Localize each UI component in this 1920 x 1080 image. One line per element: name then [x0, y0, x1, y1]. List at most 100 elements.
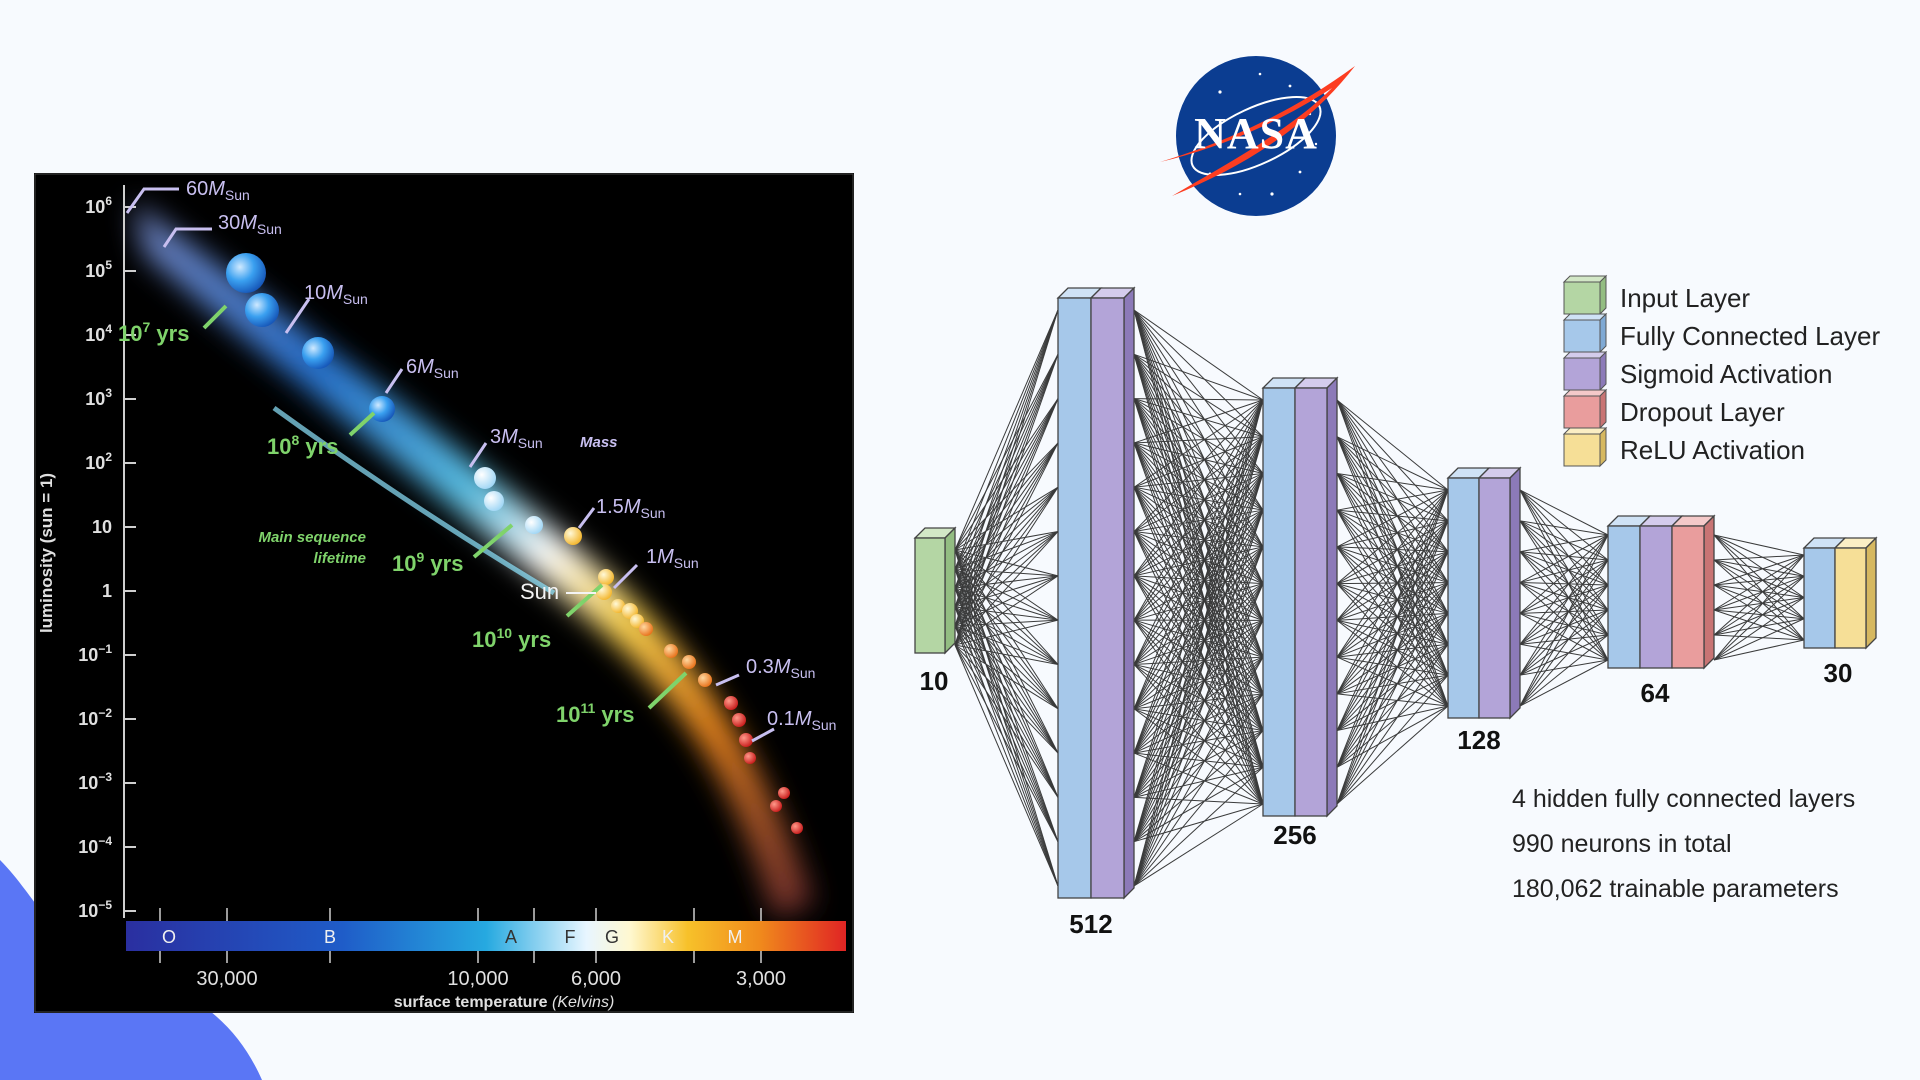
connection-line	[954, 531, 1059, 608]
connection-line	[1336, 613, 1449, 731]
connection-line	[1336, 489, 1449, 768]
connection-line	[1336, 509, 1449, 645]
neural-network-diagram: 10 512 256 128 64	[913, 274, 1880, 939]
layer-64	[1606, 514, 1716, 670]
layer-size-label: 128	[1457, 725, 1500, 755]
connection-line	[1519, 489, 1609, 536]
connection-line	[1336, 489, 1449, 658]
legend-item-fc: Fully Connected Layer	[1562, 312, 1880, 354]
connection-line	[1336, 489, 1449, 805]
y-tick-label: 1	[102, 581, 112, 601]
connection-line	[1133, 436, 1264, 754]
connection-line	[1336, 489, 1449, 548]
connection-line	[954, 309, 1059, 646]
y-tick-label: 10−2	[78, 706, 112, 729]
svg-text:Fully Connected Layer: Fully Connected Layer	[1620, 321, 1880, 351]
star	[664, 644, 678, 658]
connection-line	[1519, 634, 1609, 645]
connection-line	[1519, 559, 1609, 707]
connection-line	[1519, 659, 1609, 676]
connection-line	[1133, 509, 1264, 798]
y-axis-label: luminosity (sun = 1)	[37, 473, 56, 633]
connection-line	[1133, 473, 1264, 887]
connection-line	[1336, 509, 1449, 522]
connection-line	[954, 619, 1059, 627]
spectral-class-A: A	[505, 927, 517, 947]
connection-line	[1713, 559, 1805, 598]
connection-line	[1519, 559, 1609, 645]
star-30msun	[245, 293, 279, 327]
connection-line	[1133, 398, 1264, 401]
connection-line	[1336, 489, 1449, 731]
y-tick-label: 10−4	[78, 834, 112, 857]
connection-line	[1336, 436, 1449, 614]
connection-line	[954, 531, 1059, 551]
connection-line	[1133, 399, 1264, 842]
connection-line	[1336, 582, 1449, 585]
connection-line	[954, 587, 1059, 665]
connection-line	[1133, 656, 1264, 887]
connection-line	[1519, 520, 1609, 561]
connection-line	[1519, 634, 1609, 676]
connection-line	[1133, 510, 1264, 887]
connection-line	[954, 587, 1059, 754]
connection-line	[954, 644, 1059, 798]
connection-line	[1713, 534, 1805, 577]
connection-line	[1133, 575, 1264, 585]
y-tick-label: 102	[85, 450, 112, 473]
star	[724, 696, 738, 710]
connection-line	[1336, 509, 1449, 614]
connection-line	[954, 606, 1059, 842]
y-tick-label: 10	[92, 517, 112, 537]
connection-line	[1336, 509, 1449, 583]
star	[744, 752, 756, 764]
spectral-class-F: F	[565, 927, 576, 947]
connection-line	[954, 549, 1059, 621]
connection-line	[954, 606, 1059, 754]
connection-line	[1133, 398, 1264, 511]
legend-item-dropout: Dropout Layer	[1562, 388, 1785, 430]
connection-line	[1519, 659, 1609, 707]
connection-line	[1133, 354, 1264, 584]
connection-line	[1133, 693, 1264, 887]
x-tick-label: 6,000	[571, 968, 621, 990]
connection-line	[1336, 473, 1449, 614]
lifetime-label: 108 yrs	[267, 432, 338, 459]
lifetime-label: 107 yrs	[118, 319, 189, 346]
star	[791, 822, 803, 834]
connection-line	[954, 606, 1059, 710]
connection-line	[1133, 730, 1264, 887]
connection-line	[1133, 353, 1264, 401]
stats-line: 180,062 trainable parameters	[1512, 875, 1839, 903]
connection-line	[1133, 546, 1264, 798]
connection-line	[1336, 489, 1449, 585]
star	[639, 622, 653, 636]
connection-line	[954, 625, 1059, 754]
connection-line	[1133, 398, 1264, 548]
connection-line	[1713, 639, 1805, 661]
connection-line	[1519, 534, 1609, 553]
spectral-class-M: M	[728, 927, 743, 947]
star-3msun	[474, 467, 496, 489]
connection-line	[1133, 442, 1264, 548]
nasa-logo: NASA	[1160, 56, 1355, 216]
svg-text:Input Layer: Input Layer	[1620, 283, 1750, 313]
star	[682, 655, 696, 669]
connection-line	[1519, 634, 1609, 707]
connection-line	[1336, 705, 1449, 805]
connection-line	[954, 549, 1059, 798]
decorative-blob	[0, 860, 262, 1080]
connection-line	[1133, 486, 1264, 511]
connection-line	[1133, 399, 1264, 754]
connection-line	[954, 309, 1059, 589]
connection-line	[1713, 584, 1805, 598]
connection-line	[1519, 520, 1609, 536]
connection-line	[1713, 584, 1805, 641]
connection-line	[954, 587, 1059, 798]
connection-line	[1713, 554, 1805, 661]
star	[525, 516, 543, 534]
hr-diagram-panel: 106 105 104 103 102 10 1 10−1 10−2 10−3 …	[34, 173, 854, 1013]
connection-line	[1713, 554, 1805, 561]
connection-line	[1713, 597, 1805, 636]
star	[630, 614, 644, 628]
